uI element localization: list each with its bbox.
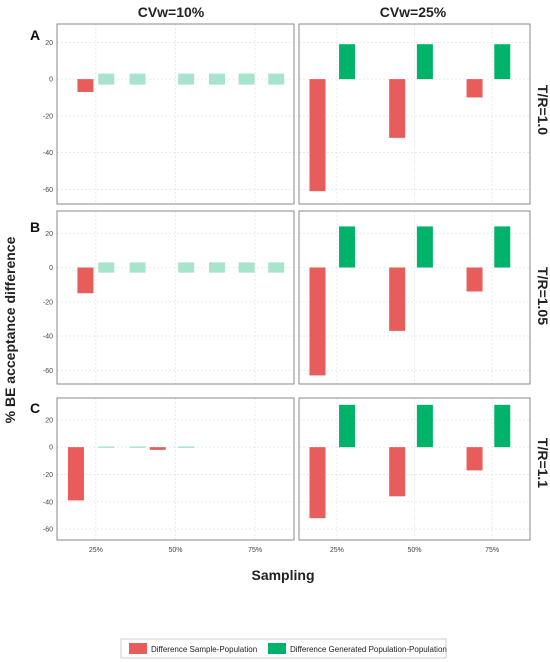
legend-swatch-sample-population: [129, 643, 147, 654]
bar-generated-population: [339, 44, 356, 80]
bar-generated-population: [178, 446, 195, 448]
bar-generated-population: [98, 262, 115, 273]
bar-sample-population: [77, 267, 94, 294]
panel-letter-a: A: [30, 27, 40, 43]
panel-r0-c0: -60 -40 -20 0 20: [43, 23, 295, 205]
bar-generated-population: [129, 73, 146, 85]
bar-generated-population: [178, 262, 195, 273]
panel-frame: [56, 210, 295, 385]
bar-sample-population: [466, 79, 483, 98]
bar-generated-population: [178, 73, 195, 85]
bar-generated-population: [238, 73, 255, 85]
bar-sample-population: [389, 447, 406, 497]
x-axis-title: Sampling: [251, 567, 314, 583]
y-tick-label: 0: [49, 77, 53, 84]
row-label-tr-1-0: T/R=1.0: [535, 85, 550, 135]
y-tick-label: -20: [43, 113, 53, 120]
panel-r2-c0: -60 -40 -20 0 20 25% 50% 75%: [43, 397, 295, 554]
bar-generated-population: [268, 73, 285, 85]
bar-generated-population: [416, 44, 433, 80]
legend-swatch-generated-population: [268, 643, 286, 654]
panel-r2-c1: 25% 50% 75%: [298, 397, 531, 554]
y-axis-title: % BE acceptance difference: [2, 236, 18, 423]
panel-frame: [298, 397, 531, 541]
x-tick-label: 50%: [407, 547, 421, 554]
y-tick-label: -20: [43, 472, 53, 479]
bar-generated-population: [238, 262, 255, 273]
legend-label-sample-population: Difference Sample-Population: [151, 645, 257, 654]
bar-generated-population: [129, 262, 146, 273]
bar-sample-population: [77, 79, 94, 92]
panel-letter-b: B: [30, 219, 40, 235]
bar-sample-population: [389, 267, 406, 331]
panel-frame: [298, 23, 531, 205]
bar-generated-population: [208, 73, 225, 85]
bar-sample-population: [309, 267, 326, 376]
panel-r1-c1: [298, 210, 531, 385]
y-tick-label: 20: [45, 417, 53, 424]
legend-label-generated-population: Difference Generated Population-Populati…: [290, 645, 447, 654]
bar-sample-population: [309, 79, 326, 192]
panel-r0-c1: [298, 23, 531, 205]
bar-generated-population: [98, 73, 115, 85]
row-label-tr-1-05: T/R=1.05: [535, 267, 550, 325]
bar-sample-population: [309, 447, 326, 519]
y-tick-label: 20: [45, 231, 53, 238]
y-tick-label: -40: [43, 499, 53, 506]
y-tick-label: -20: [43, 299, 53, 306]
legend: Difference Sample-Population Difference …: [120, 638, 447, 659]
bar-generated-population: [208, 262, 225, 273]
bar-sample-population: [466, 447, 483, 471]
y-tick-label: 0: [49, 265, 53, 272]
x-tick-label: 50%: [168, 547, 182, 554]
bar-generated-population: [494, 44, 511, 80]
panel-frame: [56, 397, 295, 541]
panel-frame: [298, 210, 531, 385]
x-tick-label: 75%: [485, 547, 499, 554]
panel-r1-c0: -60 -40 -20 0 20: [43, 210, 295, 385]
bar-generated-population: [339, 226, 356, 268]
x-tick-label: 75%: [248, 547, 262, 554]
bar-generated-population: [494, 226, 511, 268]
y-tick-label: 20: [45, 40, 53, 47]
y-tick-label: -60: [43, 368, 53, 375]
bar-sample-population: [466, 267, 483, 292]
x-tick-label: 25%: [330, 547, 344, 554]
bar-sample-population: [149, 447, 166, 450]
column-header-cvw25: CVw=25%: [380, 4, 447, 20]
y-tick-label: -40: [43, 334, 53, 341]
bar-generated-population: [416, 226, 433, 268]
y-tick-label: 0: [49, 445, 53, 452]
bar-generated-population: [494, 404, 511, 448]
bar-generated-population: [98, 446, 115, 448]
y-tick-label: -60: [43, 187, 53, 194]
bar-sample-population: [67, 447, 84, 501]
bar-generated-population: [268, 262, 285, 273]
y-tick-label: -40: [43, 150, 53, 157]
bar-sample-population: [389, 79, 406, 138]
row-label-tr-1-1: T/R=1.1: [535, 438, 550, 488]
bar-generated-population: [416, 404, 433, 448]
column-header-cvw10: CVw=10%: [138, 4, 205, 20]
panel-letter-c: C: [30, 400, 40, 416]
bar-generated-population: [129, 446, 146, 448]
y-tick-label: -60: [43, 527, 53, 534]
x-tick-label: 25%: [89, 547, 103, 554]
panels: -60 -40 -20 0 20 -60 -40 -20 0 20 -60 -40 -20 0 20 25% 5…: [43, 23, 531, 554]
bar-generated-population: [339, 404, 356, 448]
panel-frame: [56, 23, 295, 205]
